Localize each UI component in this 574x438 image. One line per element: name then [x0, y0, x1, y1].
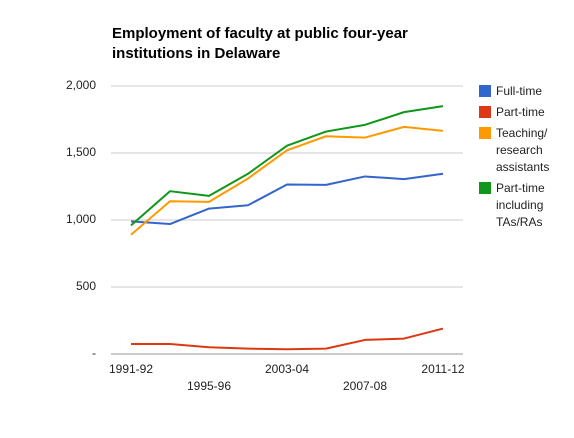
x-tick-label: 1991-92 — [109, 362, 153, 376]
legend-swatch — [479, 85, 491, 97]
legend-item: Part-time including TAs/RAs — [479, 180, 570, 231]
legend-label: Teaching/ research assistants — [496, 126, 550, 174]
legend-label: Part-time including TAs/RAs — [496, 181, 545, 229]
series-line — [130, 172, 444, 226]
legend-item: Full-time — [479, 83, 570, 100]
x-tick-label: 2007-08 — [343, 379, 387, 393]
y-tick-label: 2,000 — [66, 78, 96, 92]
y-tick-label: 1,500 — [66, 145, 96, 159]
legend-swatch — [479, 182, 491, 194]
legend-swatch — [479, 106, 491, 118]
legend-label: Part-time — [496, 105, 545, 119]
y-tick-label: - — [92, 346, 96, 360]
legend-item: Part-time — [479, 104, 570, 121]
chart-title: Employment of faculty at public four-yea… — [112, 25, 408, 62]
series-line — [130, 105, 444, 227]
x-tick-label: 2003-04 — [265, 362, 309, 376]
series-line — [130, 125, 444, 236]
legend: Full-time Part-time Teaching/ research ass… — [479, 83, 570, 231]
x-tick-label: 1995-96 — [187, 379, 231, 393]
series-line — [131, 327, 444, 351]
y-tick-label: 500 — [76, 279, 96, 293]
x-tick-label: 2011-12 — [421, 362, 464, 376]
legend-swatch — [479, 127, 491, 139]
legend-label: Full-time — [496, 84, 543, 98]
legend-item: Teaching/ research assistants — [479, 125, 570, 176]
y-tick-label: 1,000 — [66, 212, 96, 226]
